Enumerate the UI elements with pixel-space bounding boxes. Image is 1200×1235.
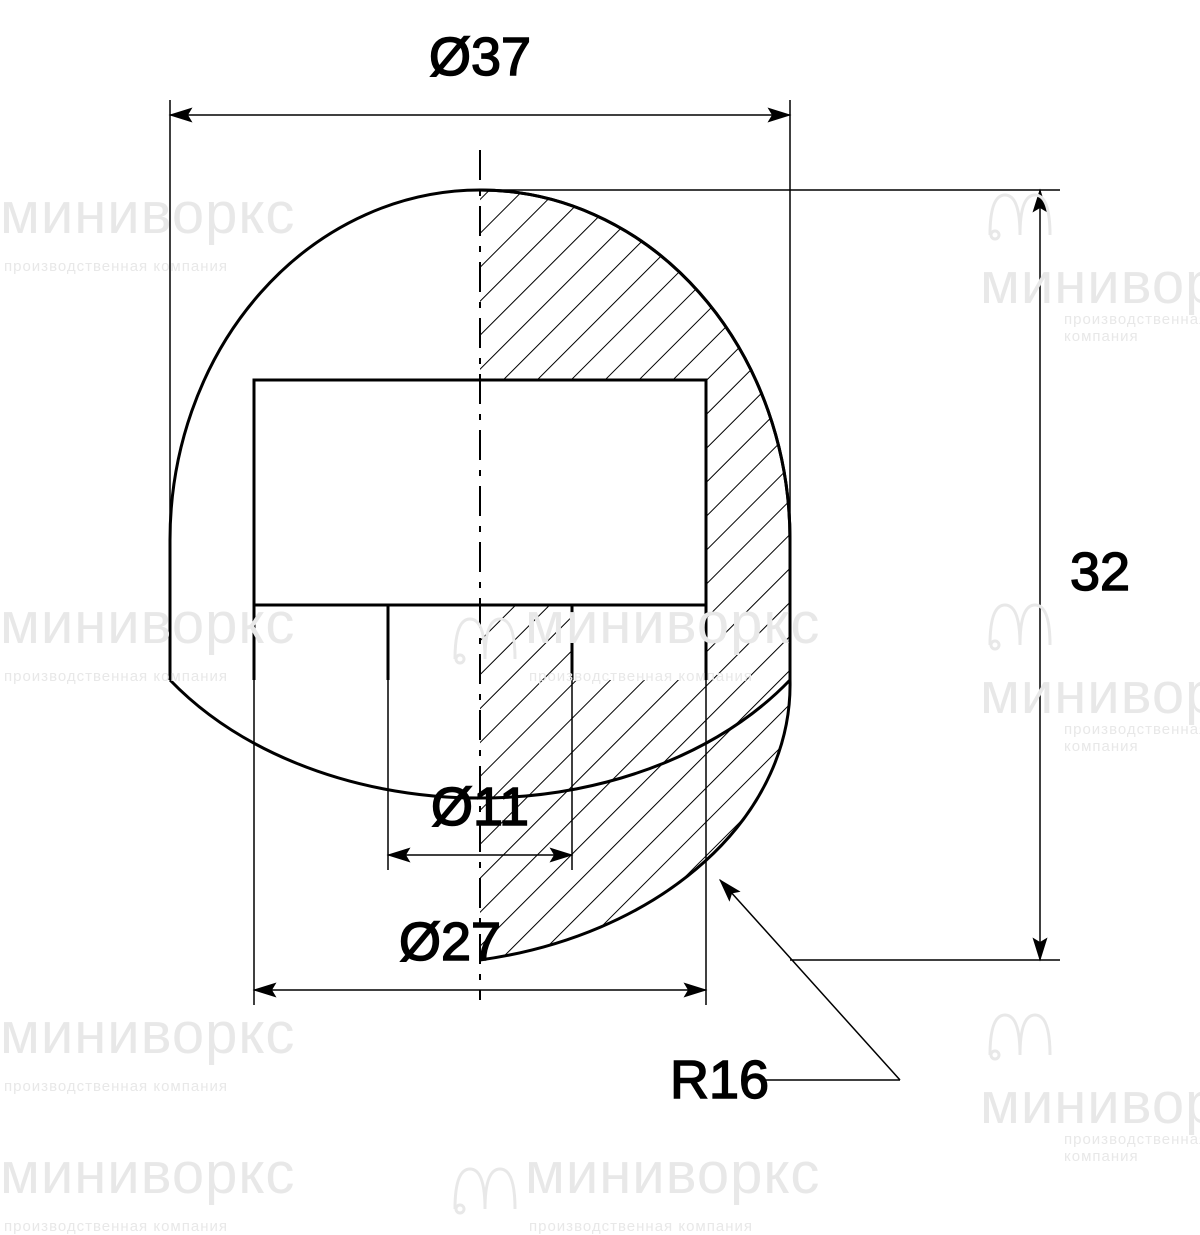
watermark-tagline: производственная компания — [529, 1218, 820, 1235]
watermark-tagline: производственная компания — [4, 1218, 295, 1235]
dim-r16: R16 — [670, 1050, 769, 1110]
engineering-drawing: Ø37 32 Ø11 Ø27 R16 — [0, 0, 1200, 1200]
dim-h32: 32 — [1070, 542, 1130, 602]
section-hatch — [480, 190, 790, 960]
dim-d11: Ø11 — [431, 777, 529, 837]
dim-d27: Ø27 — [399, 912, 501, 972]
dimensions: Ø37 32 Ø11 Ø27 R16 — [170, 27, 1130, 1110]
dim-d37: Ø37 — [429, 27, 531, 87]
